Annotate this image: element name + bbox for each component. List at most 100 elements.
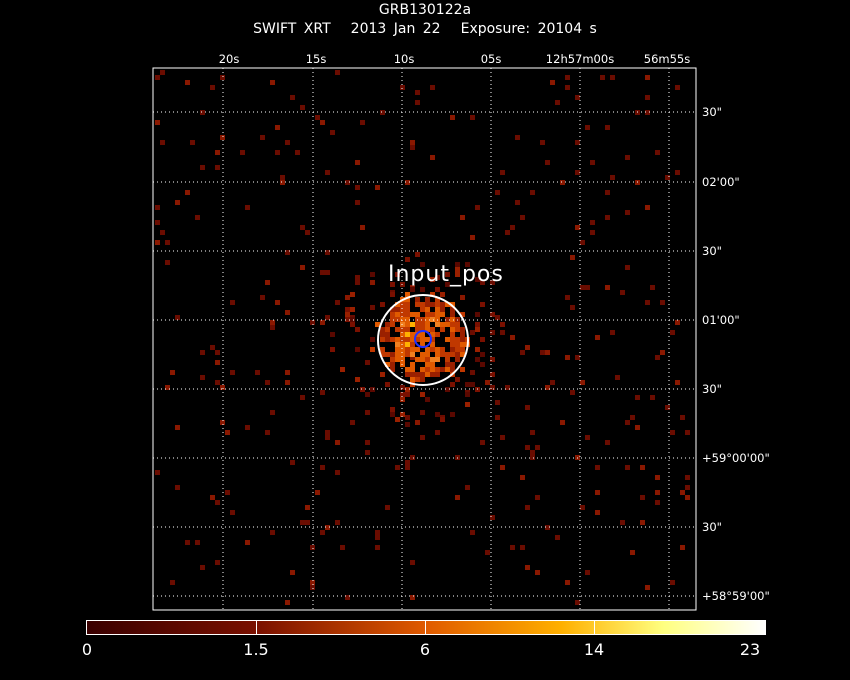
- photon-pixel: [395, 417, 400, 422]
- photon-pixel: [435, 357, 440, 362]
- photon-pixel: [300, 105, 305, 110]
- photon-pixel: [500, 170, 505, 175]
- photon-pixel: [470, 235, 475, 240]
- photon-pixel: [215, 150, 220, 155]
- photon-pixel: [675, 320, 680, 325]
- photon-pixel: [645, 75, 650, 80]
- source-region-circle: [377, 294, 469, 386]
- photon-pixel: [430, 317, 435, 322]
- photon-pixel: [245, 540, 250, 545]
- photon-pixel: [490, 280, 495, 285]
- photon-pixel: [415, 337, 420, 342]
- photon-pixel: [430, 277, 435, 282]
- photon-pixel: [465, 485, 470, 490]
- photon-pixel: [420, 392, 425, 397]
- photon-pixel: [415, 297, 420, 302]
- photon-pixel: [595, 510, 600, 515]
- colorbar-label: 23: [739, 640, 761, 659]
- photon-pixel: [210, 495, 215, 500]
- photon-pixel: [565, 75, 570, 80]
- photon-pixel: [505, 230, 510, 235]
- photon-pixel: [650, 285, 655, 290]
- photon-pixel: [460, 332, 465, 337]
- photon-pixel: [405, 312, 410, 317]
- photon-pixel: [380, 347, 385, 352]
- photon-pixel: [570, 390, 575, 395]
- photon-pixel: [385, 352, 390, 357]
- photon-pixel: [405, 465, 410, 470]
- photon-pixel: [565, 295, 570, 300]
- photon-pixel: [625, 210, 630, 215]
- ra-label: 56m55s: [643, 52, 691, 66]
- photon-pixel: [430, 342, 435, 347]
- photon-pixel: [275, 125, 280, 130]
- photon-pixel: [215, 350, 220, 355]
- dec-label: 30": [702, 520, 722, 534]
- photon-pixel: [545, 160, 550, 165]
- photon-pixel: [485, 550, 490, 555]
- photon-pixel: [360, 387, 365, 392]
- photon-pixel: [300, 265, 305, 270]
- photon-pixel: [390, 412, 395, 417]
- photon-pixel: [425, 357, 430, 362]
- photon-pixel: [405, 317, 410, 322]
- photon-pixel: [520, 350, 525, 355]
- photon-pixel: [685, 430, 690, 435]
- photon-pixel: [410, 347, 415, 352]
- photon-pixel: [425, 317, 430, 322]
- ra-label: 12h57m00s: [545, 52, 615, 66]
- photon-pixel: [435, 430, 440, 435]
- photon-pixel: [655, 150, 660, 155]
- photon-pixel: [495, 415, 500, 420]
- photon-pixel: [335, 70, 340, 75]
- photon-pixel: [405, 292, 410, 297]
- photon-pixel: [410, 140, 415, 145]
- photon-pixel: [400, 397, 405, 402]
- photon-pixel: [380, 352, 385, 357]
- photon-pixel: [160, 230, 165, 235]
- photon-pixel: [560, 420, 565, 425]
- photon-pixel: [405, 257, 410, 262]
- photon-pixel: [420, 372, 425, 377]
- photon-pixel: [450, 362, 455, 367]
- photon-pixel: [350, 307, 355, 312]
- photon-pixel: [355, 275, 360, 280]
- photon-pixel: [425, 322, 430, 327]
- photon-pixel: [675, 170, 680, 175]
- photon-pixel: [420, 377, 425, 382]
- photon-pixel: [325, 430, 330, 435]
- photon-pixel: [260, 135, 265, 140]
- photon-pixel: [285, 370, 290, 375]
- photon-pixel: [420, 337, 425, 342]
- photon-pixel: [430, 362, 435, 367]
- photon-pixel: [455, 327, 460, 332]
- photon-pixel: [340, 545, 345, 550]
- exposure-label: Exposure: 20104 s: [460, 21, 597, 37]
- colorbar-tick: [425, 620, 426, 635]
- photon-pixel: [390, 307, 395, 312]
- photon-pixel: [395, 352, 400, 357]
- photon-pixel: [435, 332, 440, 337]
- photon-pixel: [225, 430, 230, 435]
- photon-pixel: [560, 180, 565, 185]
- photon-pixel: [355, 200, 360, 205]
- photon-pixel: [455, 272, 460, 277]
- photon-pixel: [445, 367, 450, 372]
- photon-pixel: [280, 175, 285, 180]
- photon-pixel: [585, 570, 590, 575]
- photon-pixel: [460, 342, 465, 347]
- photon-pixels: [155, 70, 690, 605]
- photon-pixel: [405, 327, 410, 332]
- photon-pixel: [370, 305, 375, 310]
- photon-pixel: [215, 560, 220, 565]
- photon-pixel: [450, 332, 455, 337]
- dec-label: +58°59'00": [702, 589, 770, 603]
- photon-pixel: [390, 362, 395, 367]
- date-label: 2013 Jan 22: [350, 21, 441, 37]
- photon-pixel: [465, 262, 470, 267]
- photon-pixel: [420, 327, 425, 332]
- photon-pixel: [415, 357, 420, 362]
- photon-pixel: [265, 430, 270, 435]
- photon-pixel: [355, 377, 360, 382]
- photon-pixel: [510, 225, 515, 230]
